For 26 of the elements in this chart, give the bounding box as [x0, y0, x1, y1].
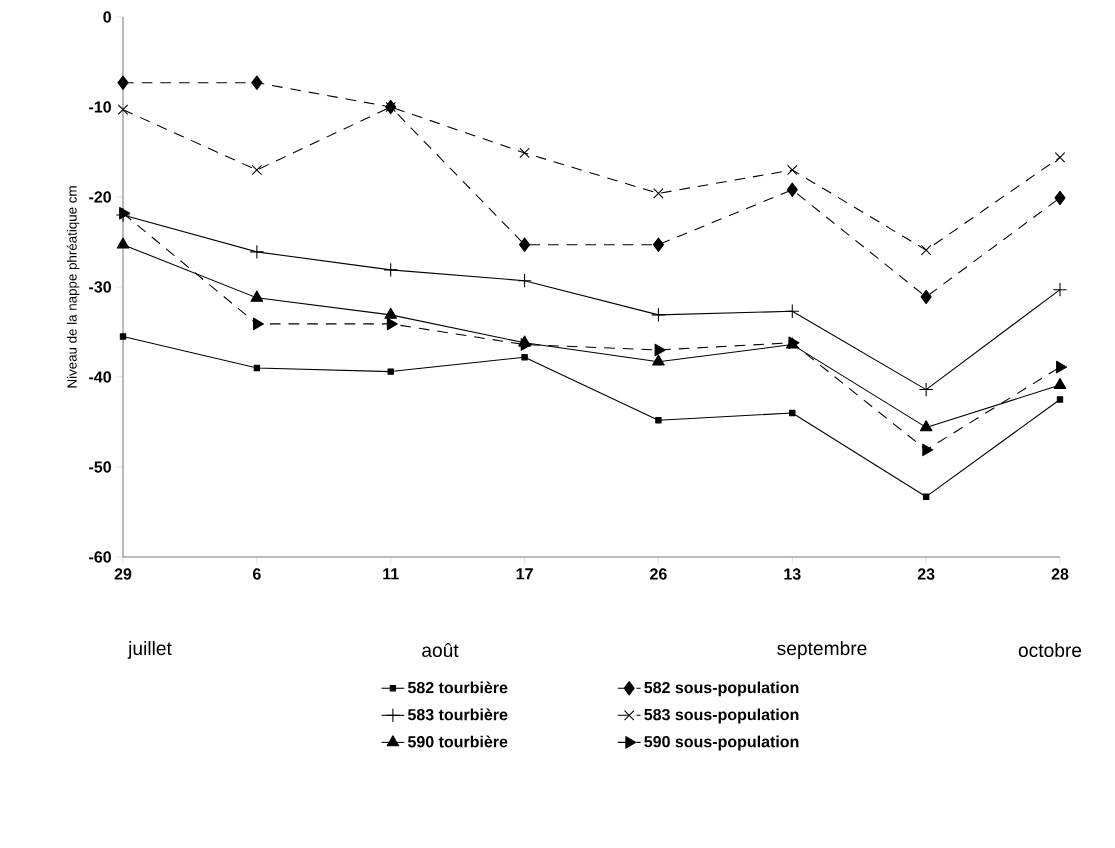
x-tick-label: 11 [383, 568, 399, 580]
x-tick-label: 26 [650, 568, 667, 580]
text: septembre [777, 641, 867, 659]
y-axis-title: Niveau de la nappe phréatique cm [66, 186, 80, 388]
legend-label: 583 tourbière [407, 708, 508, 721]
legend-label: 582 sous-population [644, 681, 799, 697]
y-tick-label: -40 [89, 371, 111, 383]
x-tick-label: 13 [784, 568, 801, 580]
y-tick-label: -10 [89, 101, 111, 113]
x-tick-label: 29 [114, 568, 132, 580]
text: juillet [127, 641, 172, 659]
y-tick-label: -60 [89, 551, 111, 563]
y-tick-label: 0 [103, 11, 111, 23]
y-tick-label: -30 [89, 281, 111, 293]
legend-label: 583 sous-population [644, 708, 799, 724]
legend-label: 590 sous-population [644, 735, 799, 751]
x-tick-label: 28 [1051, 568, 1069, 580]
text: octobre [1018, 642, 1082, 658]
x-tick-label: 23 [917, 568, 935, 580]
x-tick-label: 6 [253, 568, 261, 580]
text: août [422, 642, 459, 658]
x-tick-label: 17 [516, 568, 533, 580]
y-tick-label: -20 [89, 191, 111, 203]
y-tick-label: -50 [89, 461, 111, 473]
legend-label: 590 tourbière [407, 735, 508, 748]
legend-label: 582 tourbière [407, 681, 508, 694]
